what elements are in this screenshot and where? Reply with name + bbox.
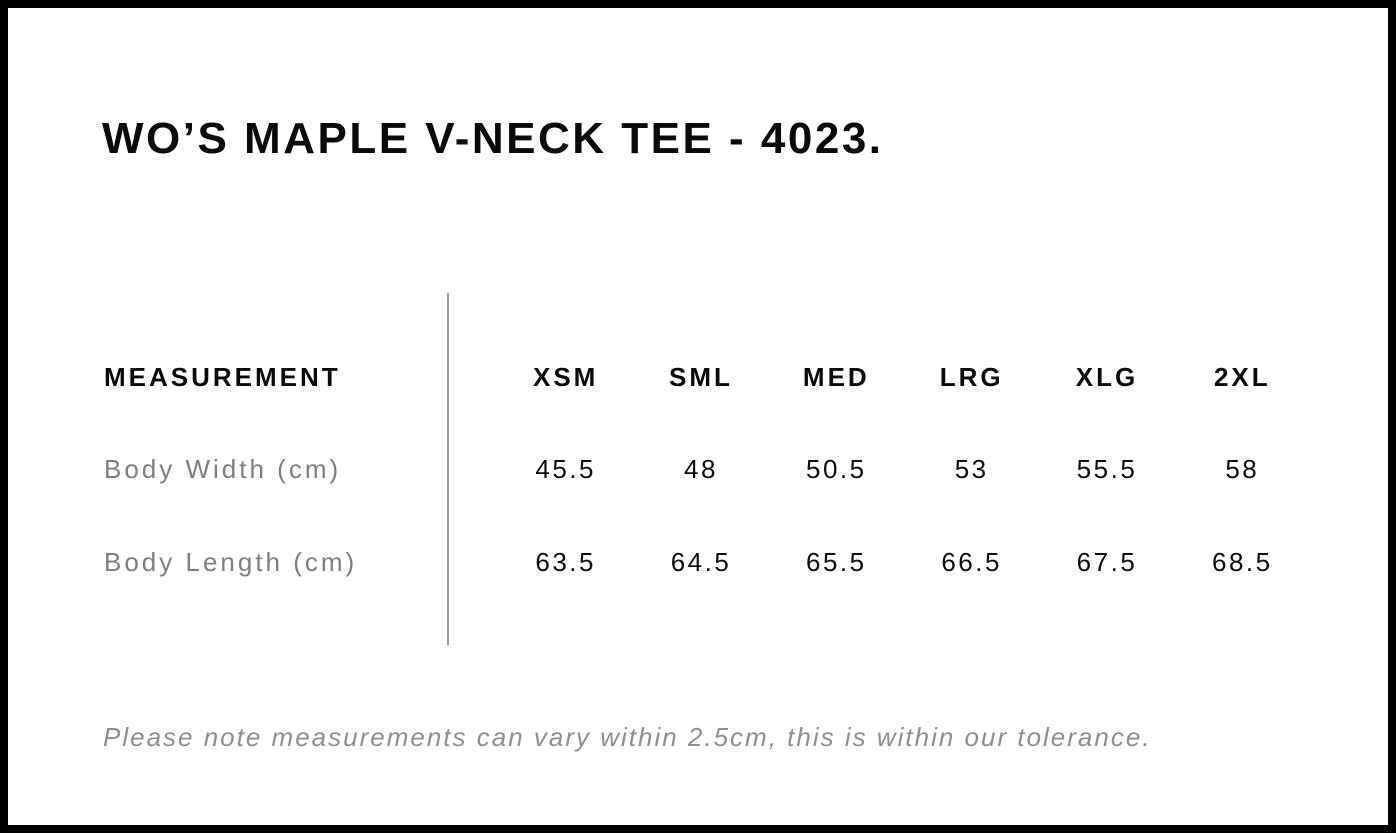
table-row-body-length: Body Length (cm) 63.5 64.5 65.5 66.5 67.… [104,546,1310,578]
size-header-med: MED [802,361,870,392]
table-column-divider [447,293,449,645]
page-title: WO’S MAPLE V-NECK TEE - 4023. [102,114,884,163]
size-header-2xl: 2XL [1213,361,1271,392]
row-label-body-length: Body Length (cm) [104,546,358,577]
body-width-value-xsm: 45.5 [535,453,596,484]
size-header-lrg: LRG [939,361,1004,392]
body-length-value-med: 65.5 [806,546,867,577]
body-width-value-xlg: 55.5 [1076,453,1138,484]
size-header-sml: SML [669,361,733,392]
table-row-body-width: Body Width (cm) 45.5 48 50.5 53 55.5 58 [104,453,1310,485]
body-length-value-lrg: 66.5 [941,546,1002,577]
body-width-value-lrg: 53 [954,453,989,484]
body-length-value-sml: 64.5 [670,546,732,577]
body-width-value-2xl: 58 [1225,453,1260,484]
size-header-xsm: XSM [532,361,599,392]
body-length-value-xlg: 67.5 [1076,546,1138,577]
row-label-body-width: Body Width (cm) [104,453,342,484]
measurement-column-header: MEASUREMENT [104,361,341,392]
size-chart-header-row: MEASUREMENT XSM SML MED LRG XLG 2XL [104,361,1310,393]
body-length-value-xsm: 63.5 [535,546,596,577]
body-length-value-2xl: 68.5 [1212,546,1273,577]
body-width-value-sml: 48 [684,453,718,484]
tolerance-note: Please note measurements can vary within… [103,722,1152,752]
body-width-value-med: 50.5 [806,453,867,484]
size-header-xlg: XLG [1075,361,1139,392]
